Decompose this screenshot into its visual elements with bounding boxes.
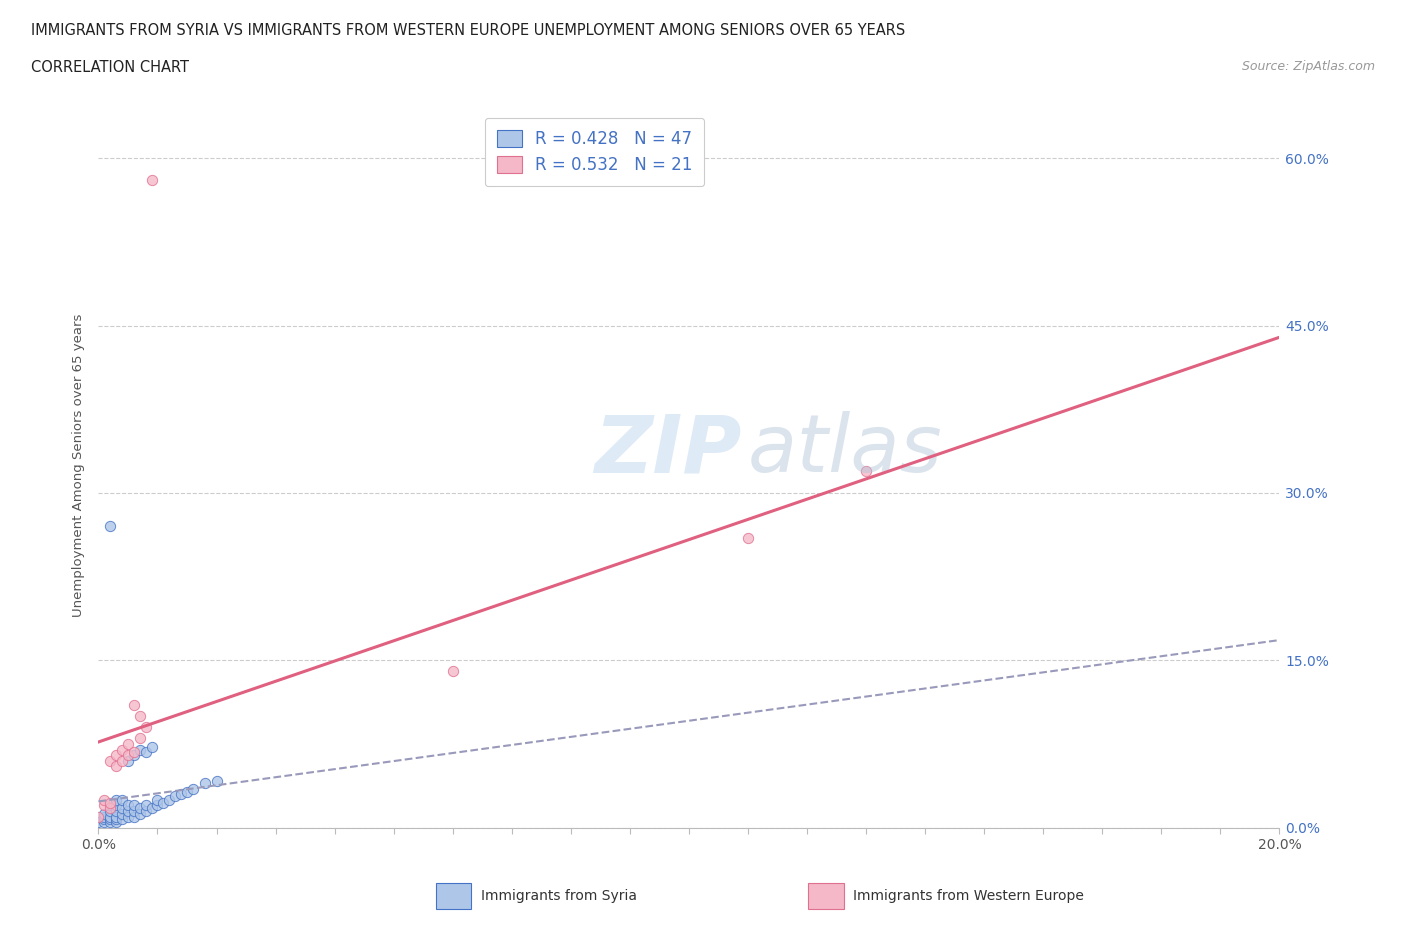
- Point: [165, 789, 187, 804]
- Point: [111, 753, 134, 768]
- Point: [98, 796, 121, 811]
- Point: [117, 798, 139, 813]
- Point: [93, 809, 115, 824]
- Point: [122, 804, 145, 818]
- Point: [141, 173, 163, 188]
- Y-axis label: Unemployment Among Seniors over 65 years: Unemployment Among Seniors over 65 years: [72, 313, 86, 617]
- Point: [122, 744, 145, 759]
- Point: [111, 800, 134, 815]
- Text: Immigrants from Syria: Immigrants from Syria: [481, 888, 637, 903]
- Point: [128, 709, 150, 724]
- Point: [93, 811, 115, 826]
- Point: [93, 792, 115, 807]
- Point: [98, 753, 121, 768]
- Point: [98, 798, 121, 813]
- Point: [105, 811, 128, 826]
- Point: [122, 698, 145, 712]
- Legend: R = 0.428   N = 47, R = 0.532   N = 21: R = 0.428 N = 47, R = 0.532 N = 21: [485, 118, 704, 186]
- Point: [117, 809, 139, 824]
- Point: [87, 809, 110, 824]
- Point: [117, 804, 139, 818]
- Point: [122, 809, 145, 824]
- Point: [122, 748, 145, 763]
- Point: [441, 664, 464, 679]
- Point: [194, 776, 217, 790]
- Text: atlas: atlas: [748, 411, 943, 489]
- Point: [105, 798, 128, 813]
- Point: [135, 744, 157, 759]
- Text: CORRELATION CHART: CORRELATION CHART: [31, 60, 188, 75]
- Point: [855, 463, 877, 478]
- Point: [111, 807, 134, 822]
- Point: [105, 748, 128, 763]
- Point: [98, 811, 121, 826]
- Point: [135, 798, 157, 813]
- Point: [93, 815, 115, 830]
- Point: [105, 809, 128, 824]
- Point: [122, 798, 145, 813]
- Point: [152, 796, 174, 811]
- Point: [135, 804, 157, 818]
- Point: [98, 804, 121, 818]
- Point: [98, 815, 121, 830]
- Point: [205, 774, 228, 789]
- Point: [117, 737, 139, 751]
- Point: [141, 740, 163, 755]
- Point: [128, 807, 150, 822]
- Point: [87, 815, 110, 830]
- Text: Immigrants from Western Europe: Immigrants from Western Europe: [853, 888, 1084, 903]
- Point: [98, 519, 121, 534]
- Point: [135, 720, 157, 735]
- Point: [93, 807, 115, 822]
- Point: [176, 785, 198, 800]
- Text: ZIP: ZIP: [595, 411, 742, 489]
- Point: [98, 800, 121, 815]
- Point: [111, 811, 134, 826]
- Point: [146, 798, 169, 813]
- Point: [157, 792, 180, 807]
- Point: [105, 804, 128, 818]
- Point: [105, 759, 128, 774]
- Point: [141, 800, 163, 815]
- Text: Source: ZipAtlas.com: Source: ZipAtlas.com: [1241, 60, 1375, 73]
- Point: [737, 530, 759, 545]
- Point: [111, 792, 134, 807]
- Point: [117, 753, 139, 768]
- Point: [105, 815, 128, 830]
- Point: [111, 742, 134, 757]
- Point: [128, 731, 150, 746]
- Point: [128, 800, 150, 815]
- Point: [117, 748, 139, 763]
- Point: [146, 792, 169, 807]
- Text: IMMIGRANTS FROM SYRIA VS IMMIGRANTS FROM WESTERN EUROPE UNEMPLOYMENT AMONG SENIO: IMMIGRANTS FROM SYRIA VS IMMIGRANTS FROM…: [31, 23, 905, 38]
- Point: [105, 792, 128, 807]
- Point: [93, 798, 115, 813]
- Point: [170, 787, 193, 802]
- Point: [128, 742, 150, 757]
- Point: [98, 809, 121, 824]
- Point: [181, 781, 204, 796]
